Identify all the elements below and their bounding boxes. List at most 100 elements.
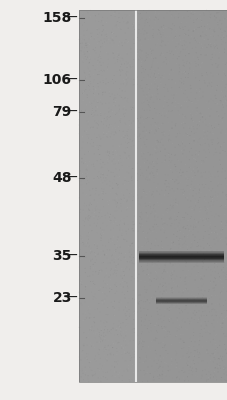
Point — [218, 35, 222, 41]
Point — [141, 344, 144, 350]
Point — [224, 288, 227, 294]
Point — [195, 319, 199, 326]
Point — [213, 342, 217, 348]
Point — [113, 172, 116, 179]
Point — [103, 308, 107, 314]
Point — [144, 10, 148, 16]
Point — [130, 260, 133, 266]
Point — [143, 316, 146, 322]
Point — [101, 89, 104, 96]
Point — [134, 291, 138, 297]
Point — [99, 156, 102, 163]
Point — [78, 345, 81, 351]
Point — [101, 253, 104, 260]
Point — [136, 247, 139, 253]
Point — [136, 374, 140, 380]
Point — [215, 100, 218, 106]
Point — [222, 238, 226, 245]
Point — [152, 105, 156, 112]
Point — [161, 105, 165, 112]
Point — [195, 295, 199, 301]
Point — [196, 190, 200, 196]
Point — [149, 51, 153, 57]
Point — [212, 266, 216, 272]
Point — [215, 20, 219, 27]
Point — [170, 262, 174, 268]
Point — [207, 224, 211, 230]
Point — [102, 115, 106, 122]
Point — [138, 180, 142, 187]
Point — [81, 370, 84, 376]
Point — [184, 168, 188, 175]
Point — [149, 64, 153, 70]
Point — [143, 305, 147, 312]
Point — [80, 332, 84, 339]
Point — [151, 377, 154, 384]
Point — [133, 194, 137, 201]
Point — [188, 203, 192, 210]
Point — [107, 328, 111, 334]
Point — [214, 234, 217, 241]
Point — [164, 180, 167, 186]
Point — [174, 60, 178, 67]
Point — [89, 235, 93, 241]
Point — [79, 222, 83, 229]
Point — [107, 150, 111, 156]
Point — [85, 54, 89, 60]
Point — [80, 56, 84, 62]
Point — [184, 60, 188, 66]
Point — [166, 132, 170, 138]
Point — [163, 139, 167, 145]
Point — [214, 87, 217, 94]
Point — [168, 202, 171, 208]
Point — [91, 86, 95, 92]
Point — [223, 274, 227, 280]
Point — [204, 216, 207, 222]
Point — [78, 301, 82, 307]
Point — [138, 55, 142, 61]
Point — [115, 192, 118, 198]
Point — [144, 218, 148, 224]
Point — [119, 106, 123, 112]
Point — [139, 330, 143, 337]
Point — [200, 308, 204, 315]
Point — [220, 160, 223, 166]
Point — [143, 156, 146, 162]
Point — [194, 87, 197, 93]
Point — [78, 127, 81, 133]
Point — [153, 126, 156, 133]
Point — [81, 361, 84, 368]
Point — [177, 44, 180, 50]
Point — [80, 40, 84, 46]
Point — [162, 44, 165, 51]
Point — [157, 265, 160, 272]
Point — [216, 355, 220, 362]
Point — [206, 200, 209, 206]
Point — [150, 170, 154, 176]
Point — [106, 352, 109, 358]
Point — [91, 115, 95, 121]
Point — [111, 150, 114, 156]
Point — [118, 156, 122, 162]
Point — [137, 326, 141, 333]
Point — [91, 342, 95, 348]
Point — [117, 339, 120, 346]
Point — [100, 90, 104, 96]
Point — [219, 377, 222, 383]
Point — [152, 92, 156, 98]
Point — [78, 113, 81, 119]
Point — [201, 260, 204, 266]
Point — [110, 34, 114, 41]
Point — [83, 42, 87, 48]
Point — [158, 36, 162, 43]
Point — [79, 367, 83, 374]
Point — [99, 32, 103, 38]
Point — [95, 112, 99, 118]
Bar — [139, 260, 223, 261]
Point — [98, 355, 102, 362]
Point — [124, 264, 128, 270]
Point — [107, 314, 111, 321]
Point — [208, 90, 211, 97]
Point — [191, 166, 195, 172]
Point — [131, 304, 134, 310]
